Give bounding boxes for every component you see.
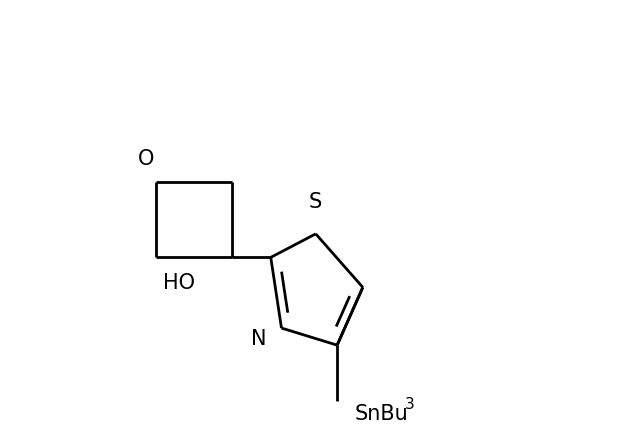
Text: 3: 3 <box>404 397 415 412</box>
Text: S: S <box>309 192 323 212</box>
Text: O: O <box>138 149 154 169</box>
Text: SnBu: SnBu <box>355 404 408 423</box>
Text: HO: HO <box>163 273 195 293</box>
Text: N: N <box>251 329 266 349</box>
